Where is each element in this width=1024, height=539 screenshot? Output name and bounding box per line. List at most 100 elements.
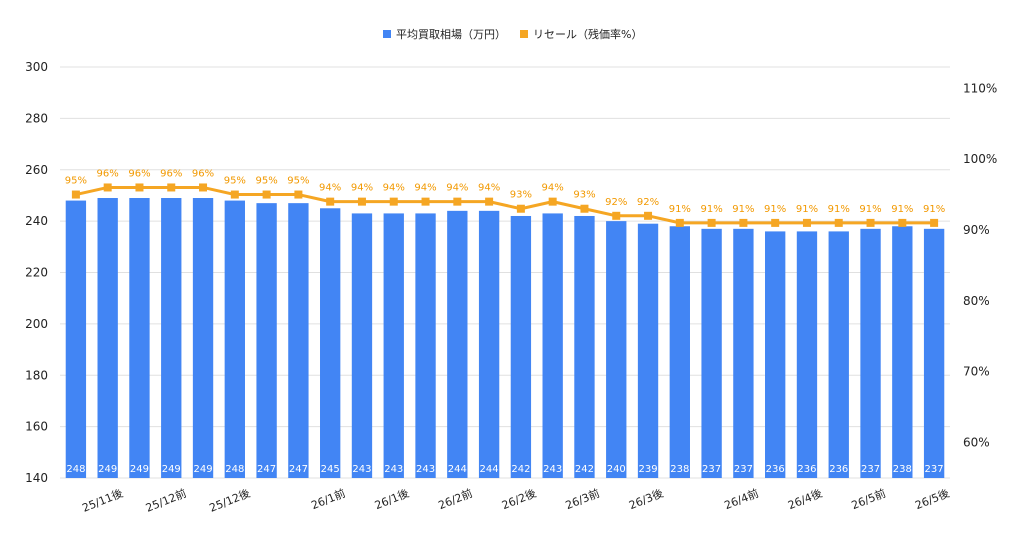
bar-value-label: 243	[416, 464, 435, 475]
bar	[256, 203, 277, 479]
line-point	[421, 197, 430, 206]
line-value-label: 93%	[573, 190, 595, 201]
bar-value-label: 249	[193, 464, 212, 475]
line-value-label: 94%	[446, 183, 468, 194]
y2-tick-label: 60%	[963, 436, 990, 450]
bar	[478, 210, 500, 478]
line-value-label: 96%	[128, 168, 150, 179]
y2-tick-label: 110%	[963, 81, 997, 95]
line-value-label: 94%	[383, 183, 405, 194]
bar	[765, 231, 786, 478]
line-value-label: 94%	[319, 183, 341, 194]
bar-value-label: 249	[130, 464, 149, 475]
line-point	[135, 183, 144, 192]
line-value-label: 91%	[669, 204, 691, 215]
line-value-label: 91%	[891, 204, 913, 215]
line-point	[357, 197, 366, 206]
y2-tick-label: 80%	[963, 294, 990, 308]
line-point	[548, 197, 557, 206]
bar	[351, 213, 373, 478]
line-point	[644, 211, 653, 220]
line-value-label: 94%	[478, 183, 500, 194]
bar-value-label: 242	[575, 464, 594, 475]
bar	[288, 203, 309, 479]
bar-value-label: 240	[607, 464, 626, 475]
bar-value-label: 238	[893, 464, 912, 475]
bar-value-label: 242	[511, 464, 530, 475]
bar-value-label: 248	[225, 464, 244, 475]
y-tick-label: 240	[25, 214, 48, 228]
line-point	[199, 183, 208, 192]
bar	[415, 213, 436, 478]
bar	[97, 198, 118, 478]
bar-value-label: 237	[702, 464, 721, 475]
bar	[701, 228, 722, 478]
line-value-label: 91%	[859, 204, 881, 215]
bar-value-label: 245	[321, 464, 340, 475]
bar	[828, 231, 849, 478]
line-value-label: 92%	[605, 197, 627, 208]
bar-value-label: 244	[448, 464, 467, 475]
x-tick-label: 25/12後	[207, 486, 252, 515]
legend-swatch	[520, 30, 528, 38]
y-tick-label: 200	[25, 317, 48, 331]
x-axis: 25/11後 25/12前 25/12後 26/1前 26/1後 26/2前 26/2後 26…	[80, 486, 951, 515]
bar	[860, 228, 881, 478]
x-tick-label: 26/3前	[563, 486, 601, 512]
x-tick-label: 25/12前	[144, 486, 189, 515]
bar-value-label: 244	[480, 464, 499, 475]
line-value-label: 92%	[637, 197, 659, 208]
line-value-label: 95%	[65, 176, 87, 187]
x-tick-label: 26/4後	[786, 486, 824, 512]
line-point	[103, 183, 112, 192]
bar	[510, 215, 532, 479]
line-point	[516, 204, 525, 213]
bar	[796, 231, 818, 478]
bar-value-label: 243	[543, 464, 562, 475]
bar	[129, 198, 150, 478]
line-value-label: 95%	[287, 176, 309, 187]
line-point	[389, 197, 398, 206]
y2-tick-label: 70%	[963, 365, 990, 379]
line-point	[866, 218, 875, 227]
line-point	[71, 190, 80, 199]
bar-value-label: 236	[766, 464, 785, 475]
bar-value-label: 239	[638, 464, 657, 475]
bar	[192, 198, 214, 478]
y-tick-label: 260	[25, 163, 48, 177]
line-value-label: 91%	[732, 204, 754, 215]
bar	[574, 215, 595, 479]
line-value-label: 96%	[192, 168, 214, 179]
bar	[320, 208, 341, 478]
line-point	[453, 197, 462, 206]
y-axis-right: 60% 70% 80% 90% 100% 110%	[963, 81, 997, 449]
bar-value-label: 237	[861, 464, 880, 475]
y-tick-label: 180	[25, 368, 48, 382]
line-value-label: 91%	[764, 204, 786, 215]
line-series: 95% 96% 96% 96% 96% 95% 95% 95% 94% 94% 94% 94% 94% 9…	[65, 168, 945, 227]
bar	[892, 226, 913, 478]
bar	[542, 213, 563, 478]
x-tick-label: 25/11後	[80, 486, 125, 515]
bar-value-label: 247	[257, 464, 276, 475]
y-tick-label: 220	[25, 266, 48, 280]
y2-tick-label: 100%	[963, 152, 997, 166]
bar-value-label: 238	[670, 464, 689, 475]
line-value-label: 93%	[510, 190, 532, 201]
line-point	[898, 218, 907, 227]
x-tick-label: 26/1後	[373, 486, 411, 512]
resale-line	[75, 185, 935, 225]
bar-value-label: 247	[289, 464, 308, 475]
y-axis-left: 140 160 180 200 220 240 260 280 300	[25, 60, 48, 485]
line-value-label: 94%	[351, 183, 373, 194]
line-value-label: 95%	[224, 176, 246, 187]
line-value-label: 94%	[414, 183, 436, 194]
y-tick-label: 280	[25, 111, 48, 125]
legend: 平均買取相場（万円） リセール（残価率%）	[383, 27, 642, 41]
bar-value-label: 236	[829, 464, 848, 475]
bar	[383, 213, 404, 478]
line-value-label: 96%	[97, 168, 119, 179]
line-point	[294, 190, 303, 199]
legend-swatch	[383, 30, 391, 38]
line-value-label: 91%	[828, 204, 850, 215]
